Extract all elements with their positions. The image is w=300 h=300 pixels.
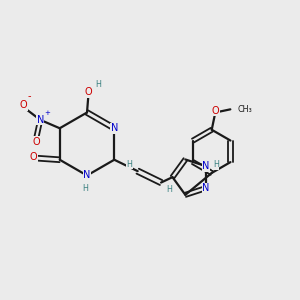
Text: O: O <box>20 100 28 110</box>
Text: H: H <box>213 160 219 169</box>
Text: H: H <box>82 184 88 193</box>
Text: N: N <box>202 161 210 171</box>
Text: +: + <box>44 110 50 116</box>
Text: N: N <box>83 170 91 181</box>
Text: N: N <box>202 183 210 193</box>
Text: O: O <box>30 152 38 162</box>
Text: N: N <box>37 115 44 125</box>
Text: H: H <box>167 184 172 194</box>
Text: -: - <box>28 92 31 101</box>
Text: CH₃: CH₃ <box>238 105 252 114</box>
Text: O: O <box>85 87 92 98</box>
Text: H: H <box>126 160 132 169</box>
Text: N: N <box>111 123 118 133</box>
Text: O: O <box>33 137 41 147</box>
Text: H: H <box>95 80 101 89</box>
Text: O: O <box>212 106 219 116</box>
